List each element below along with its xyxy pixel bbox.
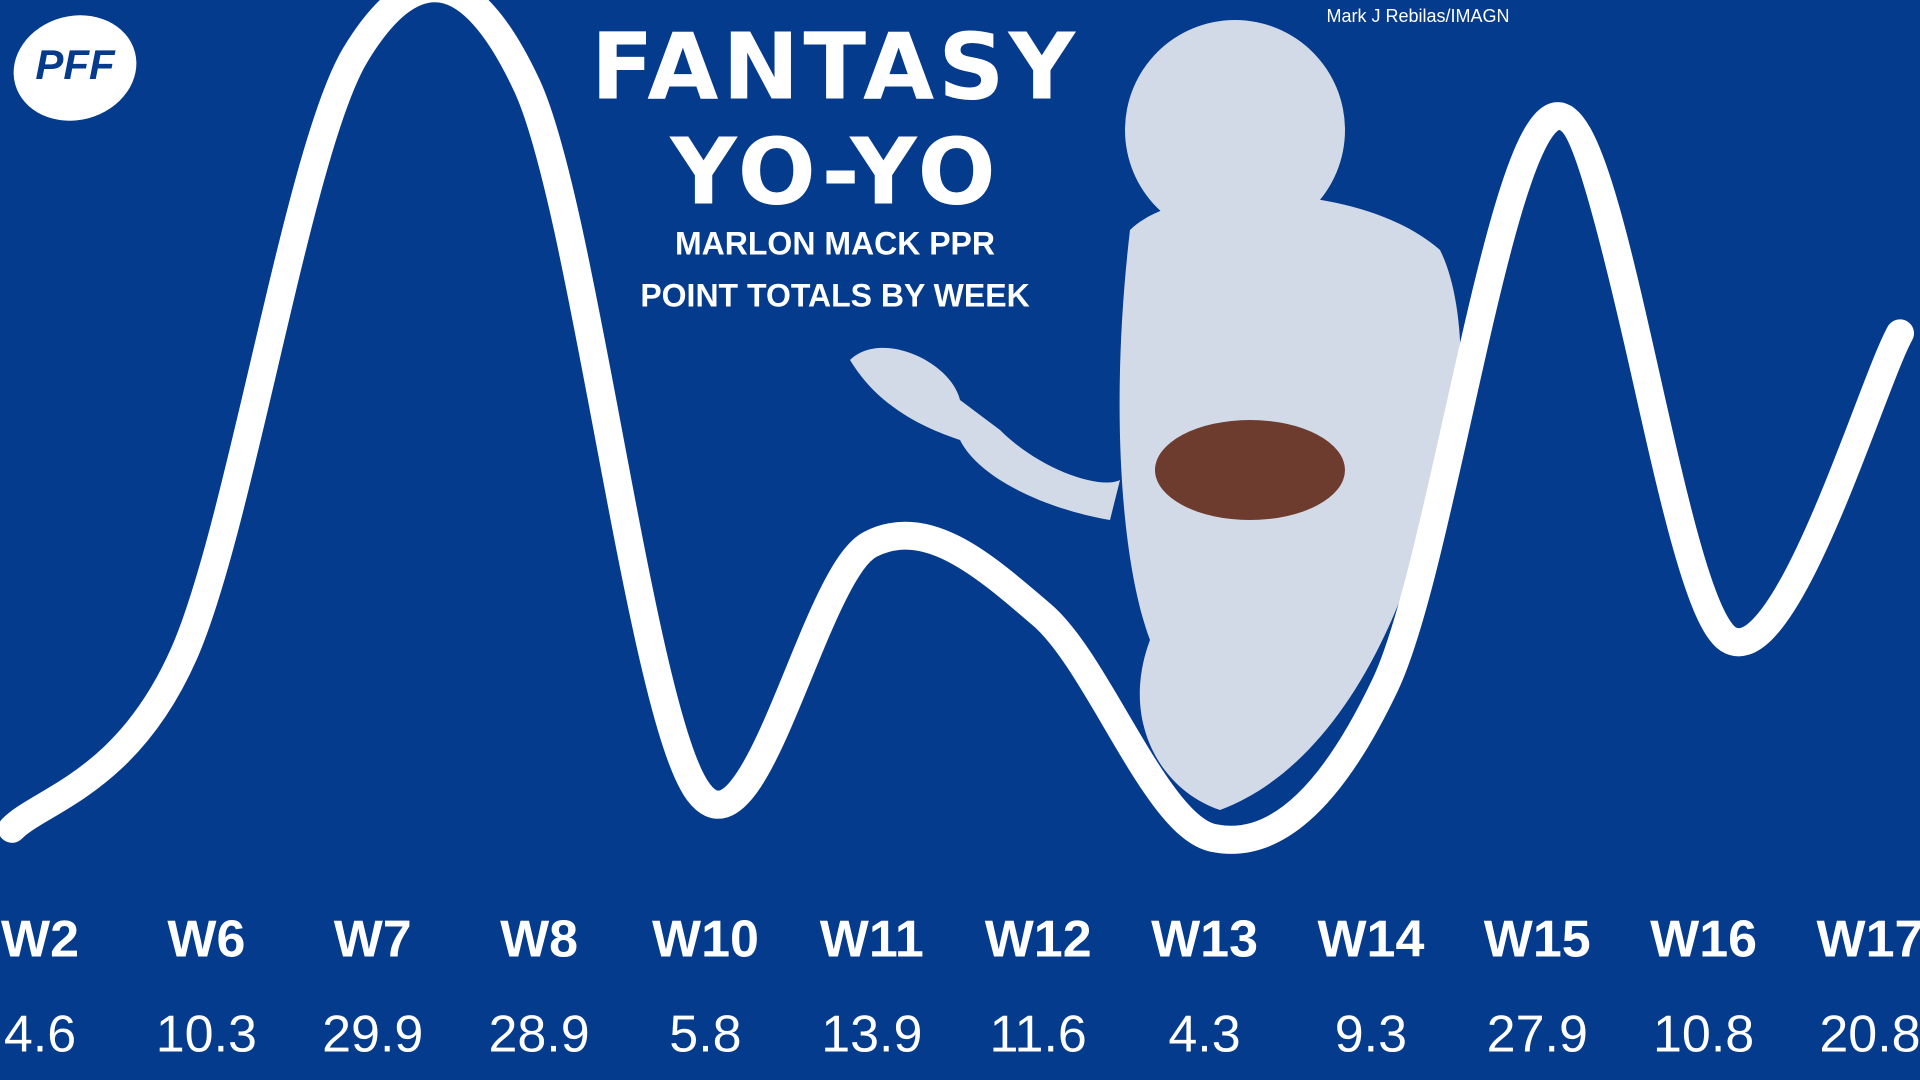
value-label: 11.6 (990, 1006, 1087, 1064)
logo: PFF (13, 15, 137, 121)
value-label: 29.9 (322, 1006, 423, 1064)
value-label: 9.3 (1335, 1006, 1407, 1064)
data-line (0, 0, 1914, 854)
value-label: 4.3 (1168, 1006, 1240, 1064)
x-tick-label: W2 (1, 911, 79, 969)
logo-text: PFF (35, 41, 116, 88)
x-tick-label: W15 (1484, 911, 1591, 969)
x-tick-label: W7 (334, 911, 412, 969)
player-photo (850, 20, 1461, 810)
value-label: 13.9 (821, 1006, 922, 1064)
value-label: 28.9 (488, 1006, 589, 1064)
x-tick-label: W8 (500, 911, 578, 969)
photo-credit: Mark J Rebilas/IMAGN (1326, 6, 1509, 26)
chart-subtitle: POINT TOTALS BY WEEK (640, 277, 1029, 313)
value-label: 5.8 (669, 1006, 741, 1064)
chart-subtitle: MARLON MACK PPR (675, 225, 995, 261)
x-tick-label: W14 (1317, 911, 1424, 969)
value-label: 4.6 (4, 1006, 76, 1064)
value-label: 10.8 (1653, 1006, 1754, 1064)
value-label: 27.9 (1487, 1006, 1588, 1064)
x-tick-label: W17 (1817, 911, 1920, 969)
value-label: 10.3 (156, 1006, 257, 1064)
x-tick-label: W11 (820, 911, 924, 969)
x-tick-label: W10 (652, 911, 759, 969)
chart-title: FANTASY (591, 13, 1079, 120)
x-tick-label: W13 (1151, 911, 1258, 969)
chart-title: YO-YO (669, 118, 999, 225)
value-label: 20.8 (1819, 1006, 1920, 1064)
x-tick-label: W12 (985, 911, 1092, 969)
x-tick-label: W16 (1650, 911, 1757, 969)
x-tick-label: W6 (167, 911, 245, 969)
